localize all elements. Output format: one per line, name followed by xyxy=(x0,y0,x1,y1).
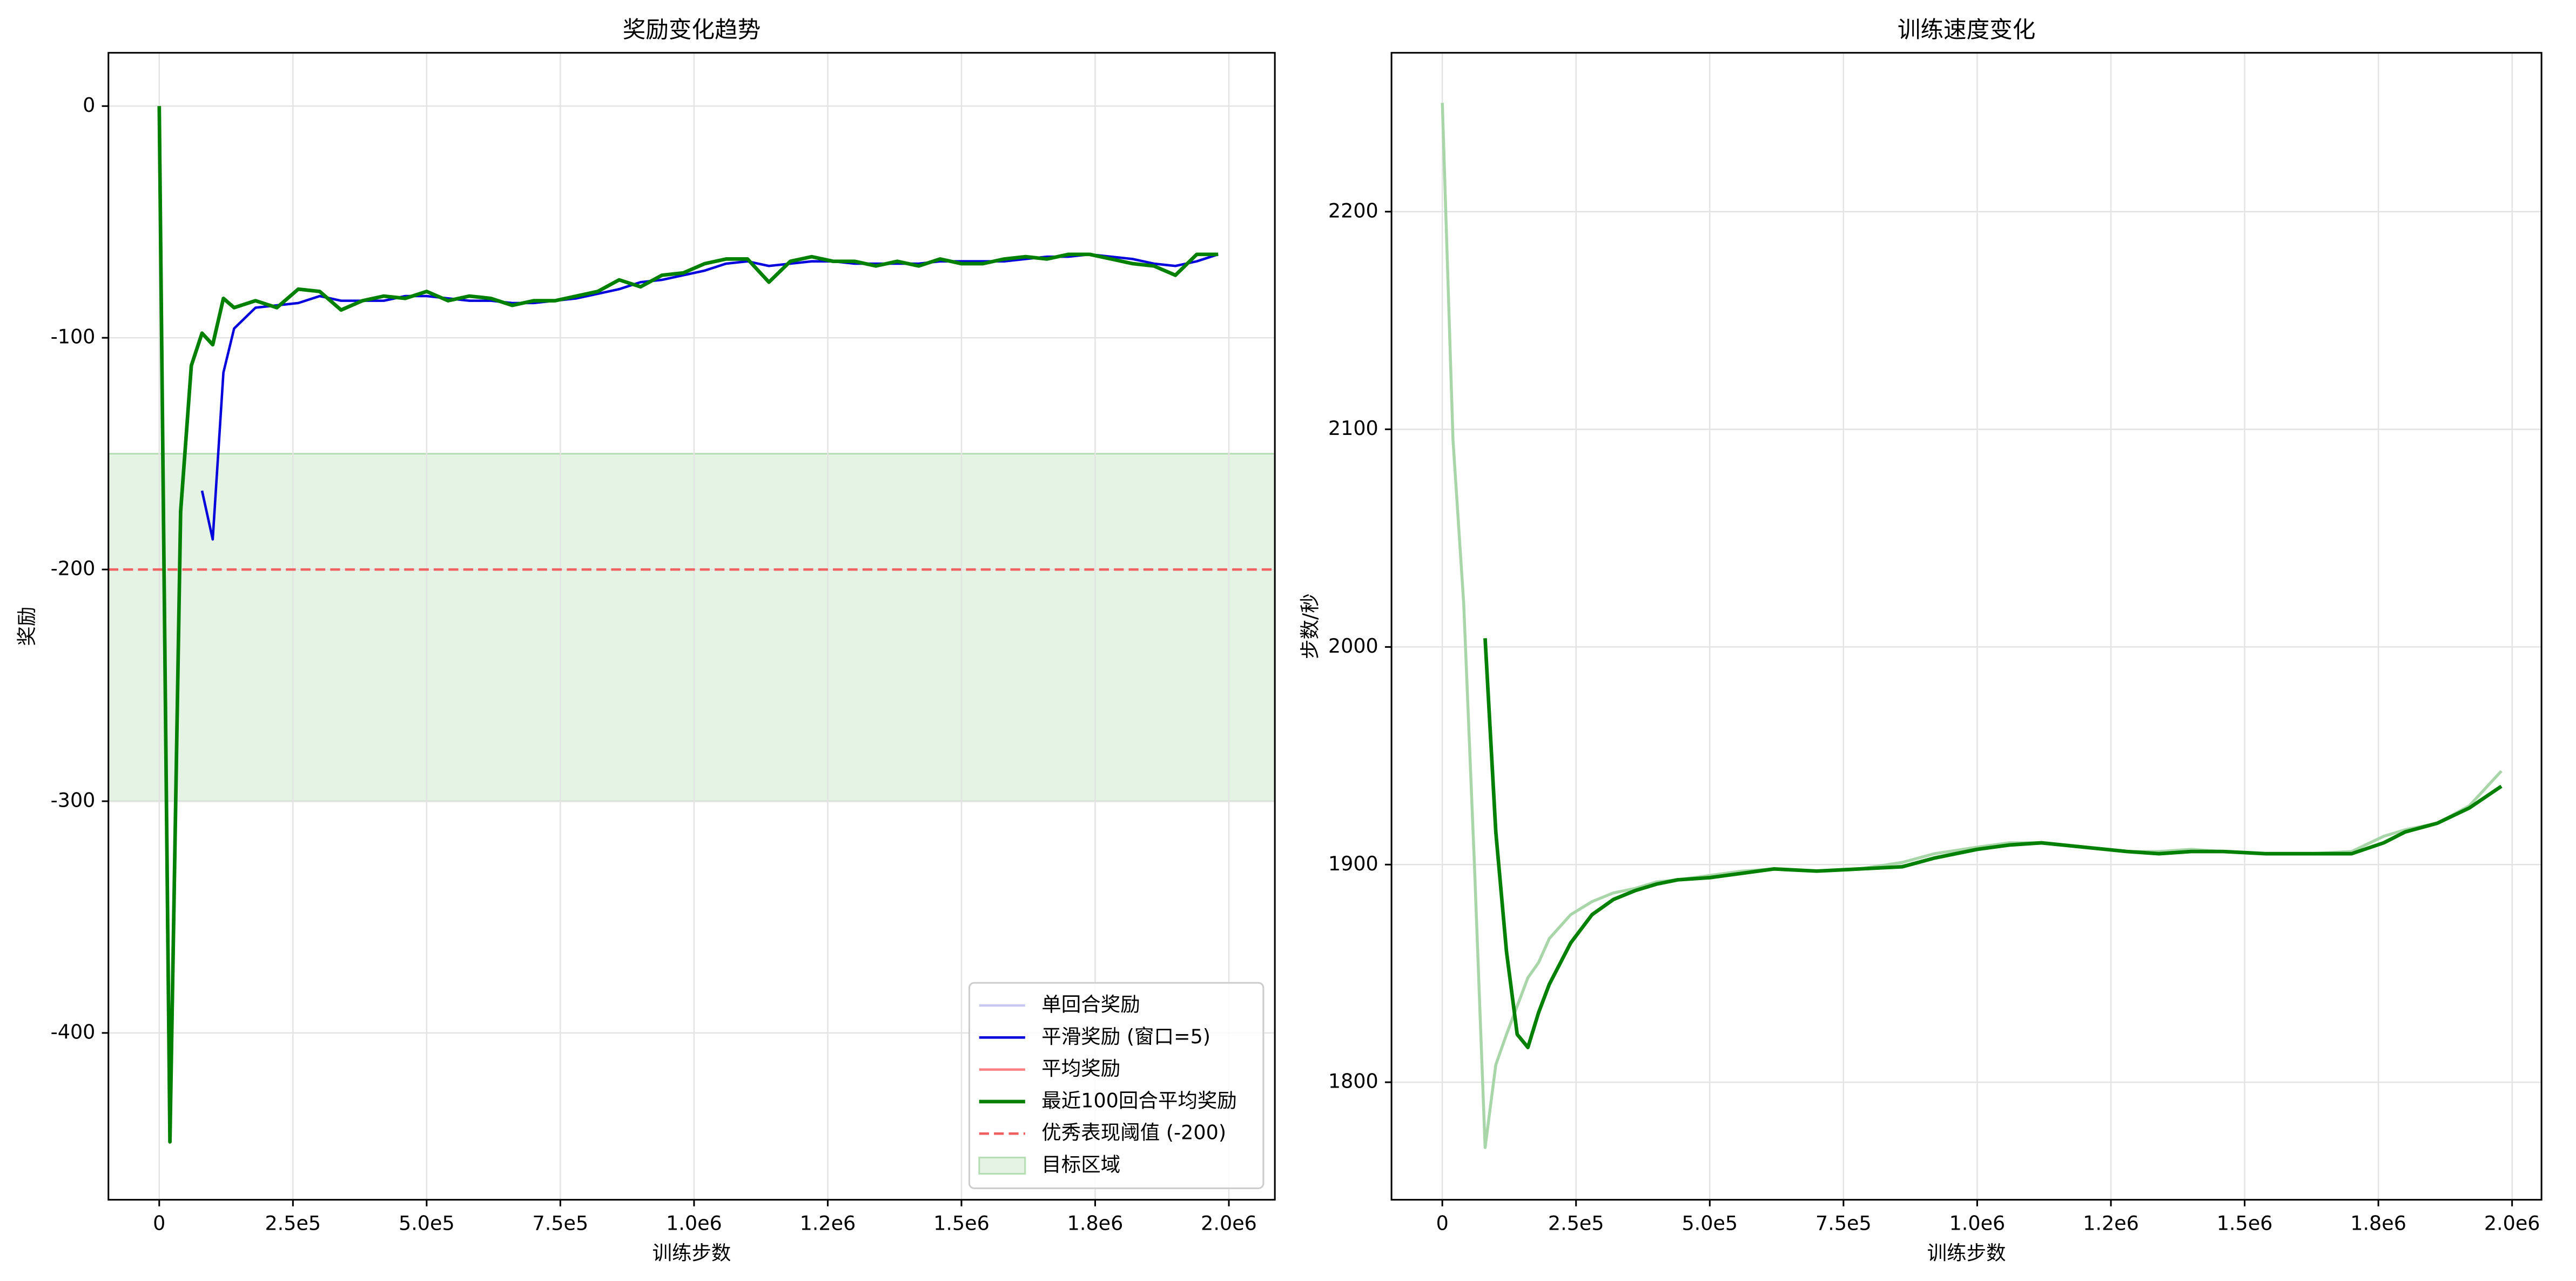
legend-label: 目标区域 xyxy=(1041,1153,1120,1176)
x-tick-label: 2.5e5 xyxy=(1548,1212,1604,1235)
y-tick-label: 0 xyxy=(83,93,95,117)
legend-swatch xyxy=(978,1156,1026,1175)
x-tick-label: 1.2e6 xyxy=(2083,1212,2139,1235)
x-tick-label: 0 xyxy=(153,1212,165,1235)
legend-label: 最近100回合平均奖励 xyxy=(1041,1089,1237,1112)
legend-label: 优秀表现阈值 (-200) xyxy=(1041,1121,1226,1144)
x-tick-label: 1.0e6 xyxy=(1949,1212,2006,1235)
x-axis-label: 训练步数 xyxy=(1927,1242,2006,1265)
x-tick-label: 1.2e6 xyxy=(800,1212,856,1235)
x-tick-label: 1.8e6 xyxy=(2350,1212,2406,1235)
chart-title: 奖励变化趋势 xyxy=(623,17,761,44)
plot-frame xyxy=(107,52,1276,1201)
y-tick-label: -100 xyxy=(51,325,96,348)
y-tick-label: 1900 xyxy=(1328,852,1378,875)
legend-box xyxy=(968,982,1265,1189)
x-tick-label: 2.5e5 xyxy=(265,1212,321,1235)
x-tick-label: 1.5e6 xyxy=(933,1212,990,1235)
x-tick-label: 5.0e5 xyxy=(399,1212,455,1235)
y-axis-label: 步数/秒 xyxy=(1299,593,1322,659)
x-tick-label: 1.0e6 xyxy=(666,1212,722,1235)
x-axis-label: 训练步数 xyxy=(652,1242,731,1265)
legend-label: 平均奖励 xyxy=(1041,1057,1120,1080)
x-tick-label: 7.5e5 xyxy=(1815,1212,1872,1235)
plot-frame xyxy=(1390,52,2543,1201)
x-tick-label: 1.8e6 xyxy=(1067,1212,1124,1235)
target-band xyxy=(108,453,1275,802)
legend-label: 平滑奖励 (窗口=5) xyxy=(1041,1025,1210,1048)
x-tick-label: 2.0e6 xyxy=(2484,1212,2540,1235)
x-tick-label: 1.5e6 xyxy=(2217,1212,2273,1235)
y-axis-label: 奖励 xyxy=(15,607,38,646)
y-tick-label: 2100 xyxy=(1328,417,1378,440)
y-tick-label: -400 xyxy=(51,1020,96,1043)
x-tick-label: 5.0e5 xyxy=(1682,1212,1738,1235)
x-tick-label: 0 xyxy=(1436,1212,1449,1235)
legend-label: 单回合奖励 xyxy=(1041,992,1140,1016)
y-tick-label: -300 xyxy=(51,788,96,811)
plot-area xyxy=(1391,52,2542,1200)
plot-area xyxy=(108,52,1275,1200)
y-tick-label: -200 xyxy=(51,557,96,580)
x-tick-label: 7.5e5 xyxy=(533,1212,589,1235)
series-line xyxy=(1483,638,2503,1050)
y-tick-label: 1800 xyxy=(1328,1070,1378,1093)
series-line xyxy=(157,106,1219,1144)
y-tick-label: 2000 xyxy=(1328,634,1378,658)
y-tick-label: 2200 xyxy=(1328,199,1378,222)
chart-title: 训练速度变化 xyxy=(1898,17,2035,44)
x-tick-label: 2.0e6 xyxy=(1201,1212,1257,1235)
